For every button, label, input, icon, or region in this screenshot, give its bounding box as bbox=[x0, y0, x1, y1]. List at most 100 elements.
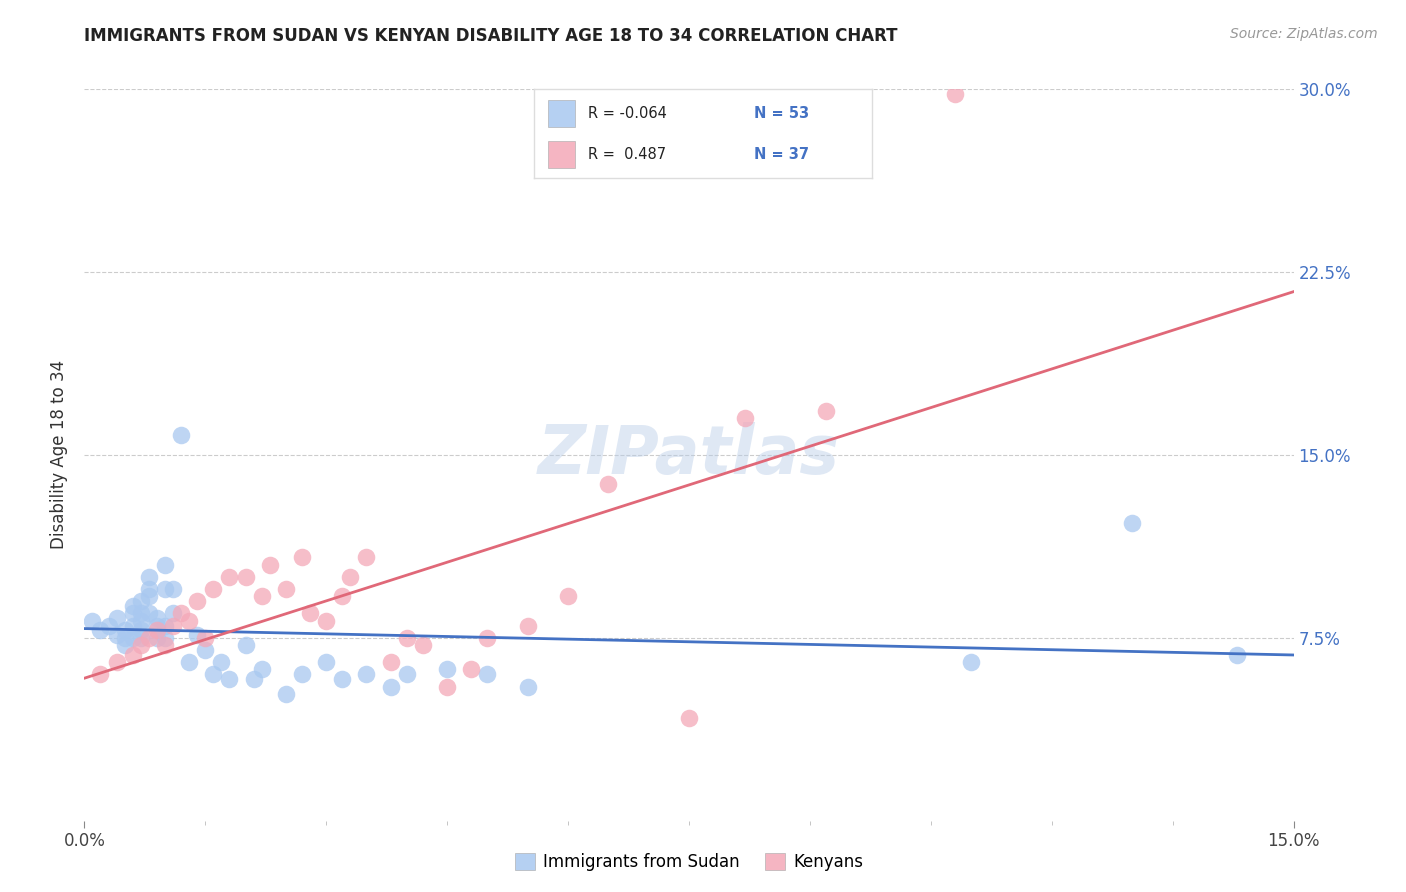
Point bbox=[162, 618, 184, 632]
Point bbox=[170, 428, 193, 442]
Point bbox=[129, 594, 152, 608]
Point bbox=[395, 667, 418, 681]
Point bbox=[557, 590, 579, 604]
Point bbox=[153, 558, 176, 572]
Point bbox=[153, 638, 176, 652]
Point bbox=[105, 655, 128, 669]
Point bbox=[89, 667, 111, 681]
Point bbox=[129, 614, 152, 628]
Point bbox=[380, 680, 402, 694]
Point bbox=[814, 404, 837, 418]
Point bbox=[678, 711, 700, 725]
Point bbox=[395, 631, 418, 645]
Point bbox=[1226, 648, 1249, 662]
Point bbox=[516, 680, 538, 694]
Point bbox=[412, 638, 434, 652]
Text: IMMIGRANTS FROM SUDAN VS KENYAN DISABILITY AGE 18 TO 34 CORRELATION CHART: IMMIGRANTS FROM SUDAN VS KENYAN DISABILI… bbox=[84, 27, 898, 45]
Text: N = 53: N = 53 bbox=[754, 106, 808, 120]
Point bbox=[315, 655, 337, 669]
Point bbox=[138, 582, 160, 596]
Point bbox=[194, 643, 217, 657]
Text: Source: ZipAtlas.com: Source: ZipAtlas.com bbox=[1230, 27, 1378, 41]
Point bbox=[436, 680, 458, 694]
Point bbox=[209, 655, 232, 669]
Point bbox=[218, 570, 240, 584]
Point bbox=[89, 624, 111, 638]
Point bbox=[339, 570, 361, 584]
Text: N = 37: N = 37 bbox=[754, 147, 808, 161]
Point bbox=[460, 663, 482, 677]
Point bbox=[960, 655, 983, 669]
Text: R = -0.064: R = -0.064 bbox=[588, 106, 666, 120]
Point bbox=[250, 590, 273, 604]
Point bbox=[274, 582, 297, 596]
Point bbox=[129, 607, 152, 621]
Point bbox=[153, 631, 176, 645]
Point bbox=[179, 614, 201, 628]
Point bbox=[259, 558, 281, 572]
Point bbox=[299, 607, 322, 621]
Text: ZIPatlas: ZIPatlas bbox=[538, 422, 839, 488]
Point bbox=[356, 550, 378, 565]
Point bbox=[146, 611, 169, 625]
Point bbox=[380, 655, 402, 669]
Point bbox=[477, 631, 499, 645]
Point bbox=[162, 582, 184, 596]
Point bbox=[129, 631, 152, 645]
Point bbox=[82, 614, 104, 628]
Point bbox=[186, 594, 208, 608]
Point bbox=[315, 614, 337, 628]
Point bbox=[218, 672, 240, 686]
Point bbox=[235, 638, 257, 652]
Point bbox=[250, 663, 273, 677]
Point bbox=[121, 631, 143, 645]
Y-axis label: Disability Age 18 to 34: Disability Age 18 to 34 bbox=[51, 360, 69, 549]
Point bbox=[138, 570, 160, 584]
Point bbox=[153, 618, 176, 632]
Point bbox=[516, 618, 538, 632]
Point bbox=[146, 618, 169, 632]
Point bbox=[291, 550, 314, 565]
Point bbox=[138, 590, 160, 604]
Point bbox=[105, 628, 128, 642]
Point bbox=[105, 611, 128, 625]
Point bbox=[138, 607, 160, 621]
Legend: Immigrants from Sudan, Kenyans: Immigrants from Sudan, Kenyans bbox=[508, 847, 870, 878]
Point bbox=[121, 648, 143, 662]
Point bbox=[146, 631, 169, 645]
Point bbox=[138, 631, 160, 645]
Point bbox=[146, 624, 169, 638]
Point bbox=[179, 655, 201, 669]
Point bbox=[170, 607, 193, 621]
Point bbox=[121, 599, 143, 613]
Point bbox=[114, 631, 136, 645]
Point bbox=[436, 663, 458, 677]
Point bbox=[943, 87, 966, 101]
Point bbox=[242, 672, 264, 686]
Point bbox=[330, 590, 353, 604]
Point bbox=[194, 631, 217, 645]
Point bbox=[291, 667, 314, 681]
Point bbox=[186, 628, 208, 642]
Point bbox=[162, 607, 184, 621]
Bar bbox=[548, 141, 575, 168]
Point bbox=[330, 672, 353, 686]
Point bbox=[202, 582, 225, 596]
Point bbox=[114, 638, 136, 652]
Text: R =  0.487: R = 0.487 bbox=[588, 147, 666, 161]
Point bbox=[121, 607, 143, 621]
Point bbox=[1121, 516, 1143, 531]
Point bbox=[734, 411, 756, 425]
Point bbox=[274, 687, 297, 701]
Point bbox=[235, 570, 257, 584]
Point bbox=[202, 667, 225, 681]
Point bbox=[153, 582, 176, 596]
Point bbox=[598, 477, 620, 491]
Point bbox=[97, 618, 120, 632]
Point bbox=[129, 624, 152, 638]
Bar bbox=[548, 100, 575, 127]
Point bbox=[121, 618, 143, 632]
Point bbox=[477, 667, 499, 681]
Point bbox=[114, 624, 136, 638]
Point bbox=[356, 667, 378, 681]
